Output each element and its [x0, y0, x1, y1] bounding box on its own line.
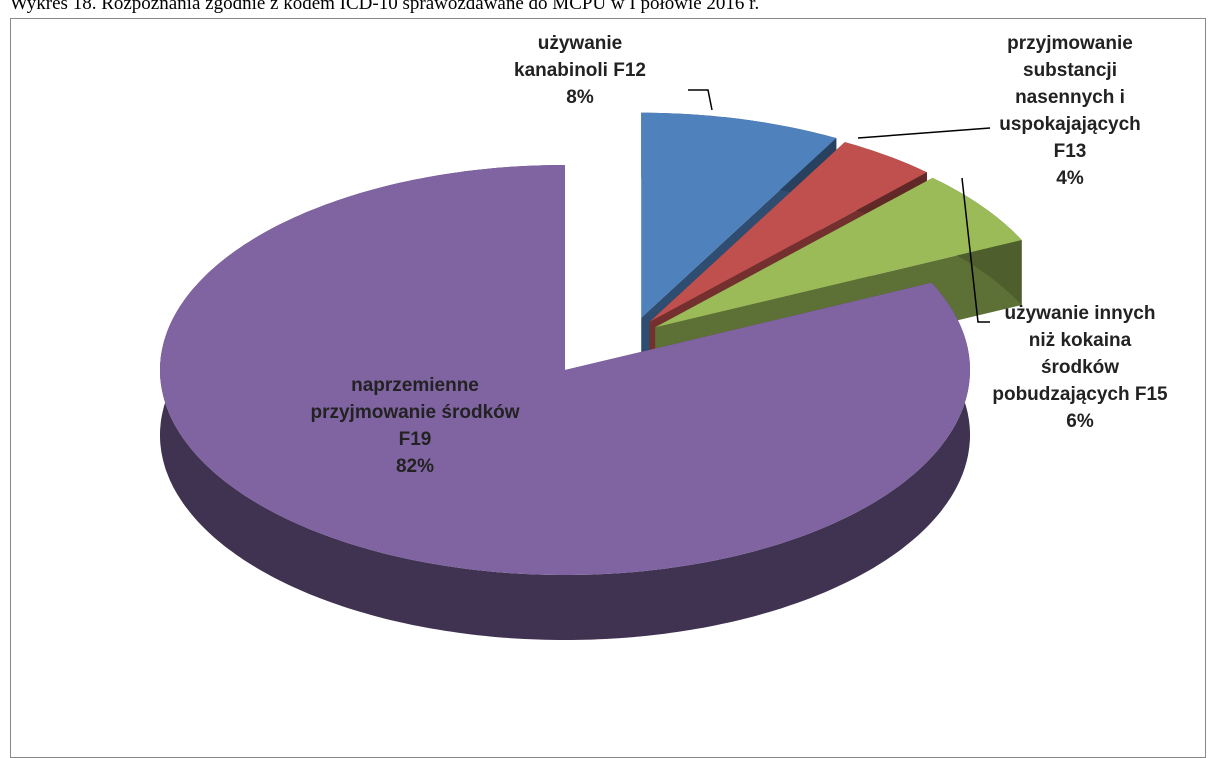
category-label: używanie kanabinoli F12	[505, 30, 655, 84]
category-label: naprzemienne przyjmowanie środków F19	[305, 372, 525, 453]
category-label: używanie innych niż kokaina środków pobu…	[990, 300, 1170, 408]
leader-line	[858, 128, 990, 138]
value-label: 82%	[305, 453, 525, 480]
leader-line	[688, 90, 712, 110]
value-label: 4%	[990, 165, 1150, 192]
value-label: 6%	[990, 408, 1170, 435]
value-label: 8%	[505, 84, 655, 111]
slice-label: używanie innych niż kokaina środków pobu…	[990, 300, 1170, 435]
category-label: przyjmowanie substancji nasennych i uspo…	[990, 30, 1150, 165]
slice-label: przyjmowanie substancji nasennych i uspo…	[990, 30, 1150, 192]
